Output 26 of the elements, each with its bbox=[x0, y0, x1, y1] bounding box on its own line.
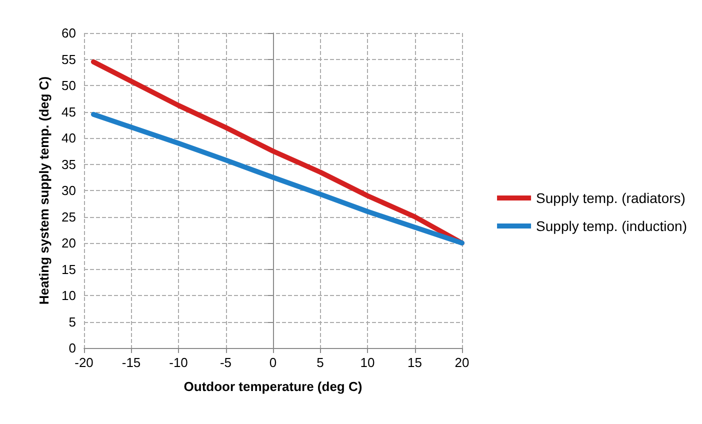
y-tick-label: 60 bbox=[62, 26, 76, 40]
x-tick-label: 5 bbox=[316, 355, 324, 370]
x-tick-label: 10 bbox=[360, 355, 375, 370]
y-tick-label: 25 bbox=[62, 209, 76, 224]
y-tick-label: 35 bbox=[62, 156, 76, 172]
y-tick-label: 20 bbox=[62, 236, 76, 250]
legend-label: Supply temp. (induction) bbox=[536, 218, 688, 234]
y-tick-label: 40 bbox=[62, 130, 76, 146]
x-tick-label: 20 bbox=[454, 355, 470, 370]
x-tick-label: 0 bbox=[269, 355, 277, 370]
x-axis-title: Outdoor temperature (deg C) bbox=[184, 379, 362, 394]
y-tick-label: 30 bbox=[62, 183, 76, 198]
x-tick-label: -20 bbox=[74, 355, 94, 370]
y-tick-label: 45 bbox=[62, 104, 76, 120]
x-tick-label: -15 bbox=[122, 355, 141, 370]
y-tick-label: 50 bbox=[62, 78, 76, 93]
y-tick-label: 10 bbox=[62, 288, 76, 303]
x-tick-label: -10 bbox=[169, 355, 188, 370]
x-tick-label: 15 bbox=[408, 355, 422, 370]
y-tick-label: 5 bbox=[68, 314, 76, 330]
y-axis-title: Heating system supply temp. (deg C) bbox=[36, 76, 52, 305]
x-tick-label: -5 bbox=[220, 355, 232, 370]
y-tick-label: 55 bbox=[62, 52, 76, 67]
y-tick-label: 0 bbox=[68, 340, 76, 356]
legend-label: Supply temp. (radiators) bbox=[536, 190, 686, 206]
y-tick-label: 15 bbox=[62, 262, 76, 277]
